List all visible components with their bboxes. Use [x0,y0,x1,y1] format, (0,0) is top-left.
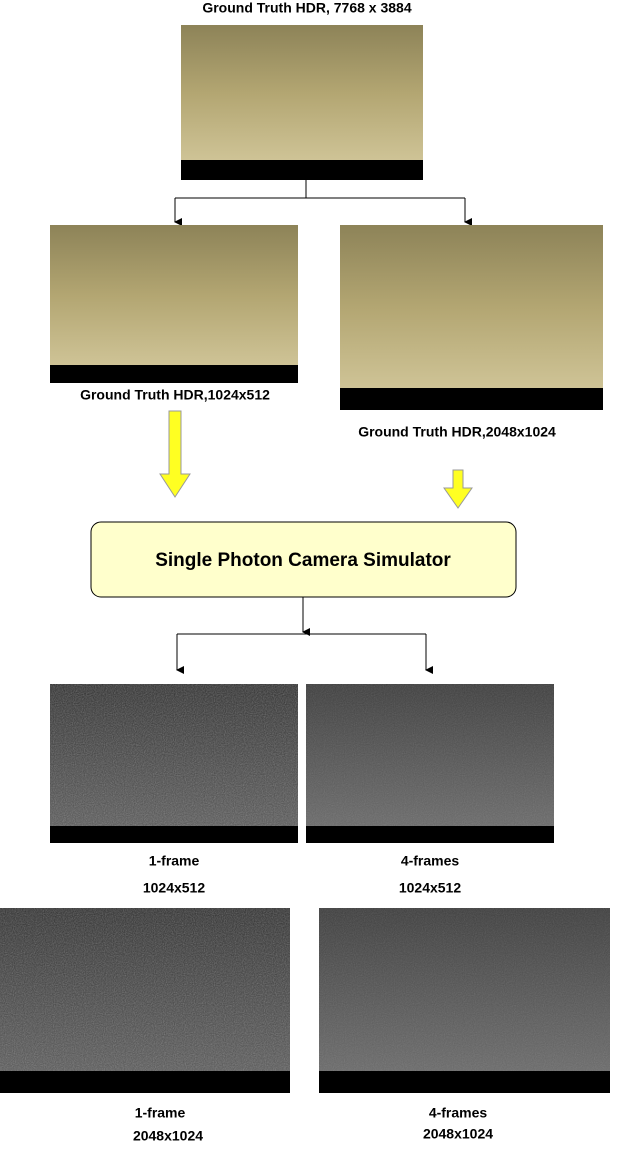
spc-image [306,684,554,843]
arrow [443,469,473,509]
caption: 1-frame [149,853,200,869]
connector [176,597,433,674]
arrow [159,410,191,498]
caption: 2048x1024 [133,1128,203,1144]
caption: Ground Truth HDR, 7768 x 3884 [202,0,411,16]
caption: 1024x512 [143,880,206,896]
spc-image [319,908,610,1093]
caption: Ground Truth HDR,1024x512 [80,387,270,403]
hdr-image [340,225,603,410]
spc-image [0,908,290,1093]
connector [174,180,472,226]
spc-image [50,684,298,843]
caption: 4-frames [401,853,460,869]
caption: 1024x512 [399,880,462,896]
hdr-image [50,225,298,383]
caption: Ground Truth HDR,2048x1024 [358,424,556,440]
caption: 4-frames [429,1105,488,1121]
caption: 1-frame [135,1105,186,1121]
caption: 2048x1024 [423,1126,493,1142]
simulator-label: Single Photon Camera Simulator [155,550,451,571]
hdr-image [181,25,423,180]
